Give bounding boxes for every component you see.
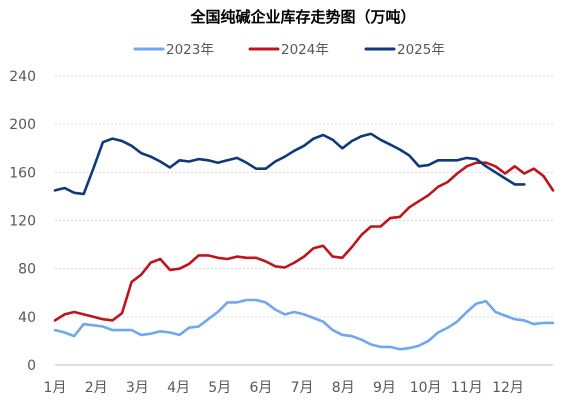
- series-line-2: [53, 132, 526, 196]
- y-tick-label: 240: [9, 69, 36, 85]
- x-tick-label: 4月: [167, 380, 190, 396]
- series-line-1: [53, 161, 555, 322]
- legend-label: 2024年: [281, 42, 329, 58]
- chart-title: 全国纯碱企业库存走势图（万吨）: [189, 8, 415, 26]
- y-tick-label: 80: [18, 262, 36, 278]
- x-tick-label: 7月: [291, 380, 314, 396]
- y-tick-label: 40: [18, 310, 36, 326]
- x-tick-label: 1月: [44, 380, 67, 396]
- x-tick-label: 6月: [249, 380, 272, 396]
- x-tick-label: 10月: [410, 380, 442, 396]
- series-lines: [53, 132, 555, 351]
- x-tick-label: 3月: [126, 380, 149, 396]
- x-tick-label: 11月: [451, 380, 483, 396]
- y-tick-label: 200: [9, 117, 36, 133]
- x-axis-ticks: 1月 2月 3月 4月 5月 6月 7月 8月 9月 10月 11月 12月: [44, 380, 524, 396]
- x-tick-label: 8月: [332, 380, 355, 396]
- x-tick-label: 5月: [208, 380, 231, 396]
- chart-legend: 2023年 2024年 2025年: [133, 42, 445, 58]
- series-line-0: [53, 298, 555, 351]
- x-tick-label: 2月: [85, 380, 108, 396]
- y-tick-label: 160: [9, 165, 36, 181]
- y-tick-label: 120: [9, 214, 36, 230]
- gridlines: [55, 75, 553, 318]
- x-tick-label: 9月: [373, 380, 396, 396]
- x-tick-label: 12月: [492, 380, 524, 396]
- y-tick-label: 0: [27, 358, 36, 374]
- legend-label: 2023年: [166, 42, 214, 58]
- y-axis-ticks: 0 40 80 120 160 200 240: [9, 69, 36, 374]
- legend-label: 2025年: [397, 42, 445, 58]
